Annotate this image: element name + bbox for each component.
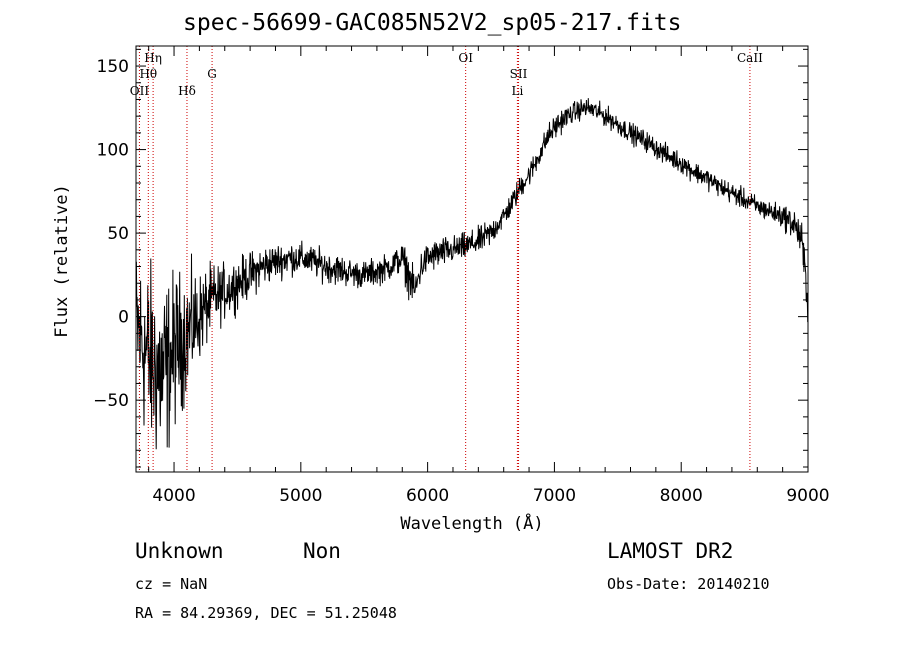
- subclass-label: Non: [303, 539, 341, 563]
- line-label-OII: OII: [130, 84, 150, 98]
- class-label: Unknown: [135, 539, 224, 563]
- line-label-OI: OI: [458, 51, 473, 65]
- spectrum-line: [136, 98, 808, 450]
- line-label-H-theta: Hθ: [139, 67, 157, 81]
- x-tick-label-9000: 9000: [786, 486, 829, 506]
- coordinates-text: RA = 84.29369, DEC = 51.25048: [135, 604, 397, 622]
- x-tick-label-4000: 4000: [152, 486, 195, 506]
- x-tick-label-8000: 8000: [660, 486, 703, 506]
- line-label-G: G: [207, 67, 217, 81]
- line-label-CaII: CaII: [737, 51, 763, 65]
- line-label-H-eta: Hη: [144, 51, 162, 65]
- y-tick-label-150: 150: [97, 57, 129, 77]
- x-tick-label-5000: 5000: [279, 486, 322, 506]
- survey-label: LAMOST DR2: [607, 539, 734, 563]
- x-tick-label-7000: 7000: [533, 486, 576, 506]
- line-label-SII: SII: [510, 67, 528, 81]
- x-tick-label-6000: 6000: [406, 486, 449, 506]
- line-label-H-delta: Hδ: [178, 84, 196, 98]
- y-tick-label--50: −50: [93, 391, 129, 411]
- obs-date-text: Obs-Date: 20140210: [607, 575, 770, 593]
- y-tick-label-50: 50: [107, 224, 129, 244]
- y-axis-label: Flux (relative): [52, 184, 72, 338]
- y-tick-label-100: 100: [97, 141, 129, 161]
- y-tick-label-0: 0: [118, 308, 129, 328]
- chart-title: spec-56699-GAC085N52V2_sp05-217.fits: [183, 10, 682, 36]
- x-axis-label: Wavelength (Å): [400, 512, 543, 534]
- plot-frame: [135, 45, 809, 473]
- line-label-Li: Li: [511, 84, 523, 98]
- redshift-text: cz = NaN: [135, 575, 208, 593]
